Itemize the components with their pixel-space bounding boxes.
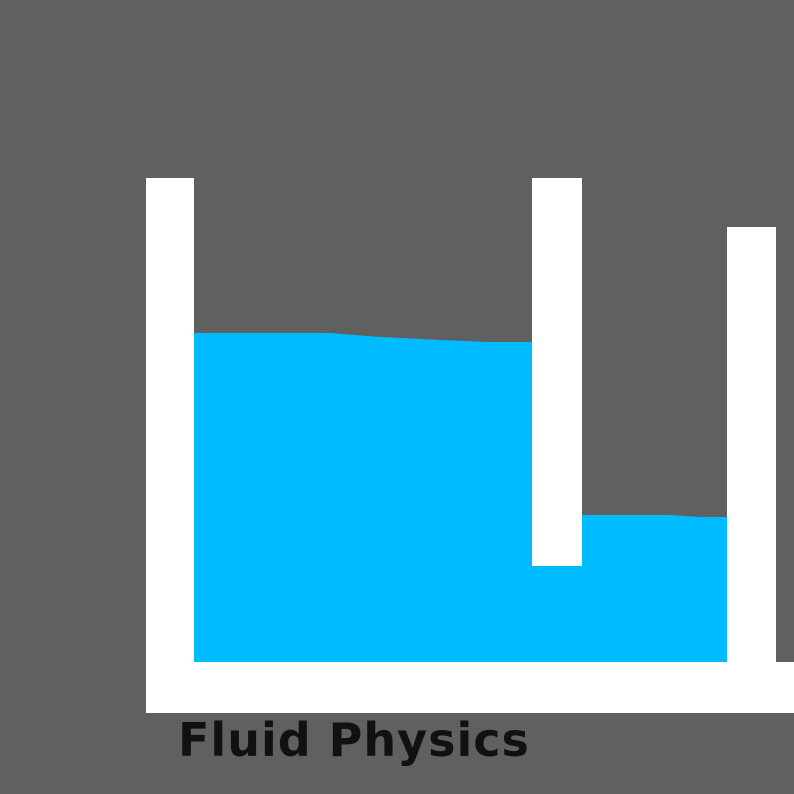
right-wall [727, 227, 776, 713]
floor [146, 662, 794, 713]
divider-wall [532, 178, 582, 566]
game-title: Fluid Physics [178, 713, 530, 767]
fluid-right-chamber [582, 515, 727, 662]
fluid-left-chamber [194, 333, 532, 662]
left-wall [146, 178, 194, 713]
fluid-channel [532, 566, 582, 662]
